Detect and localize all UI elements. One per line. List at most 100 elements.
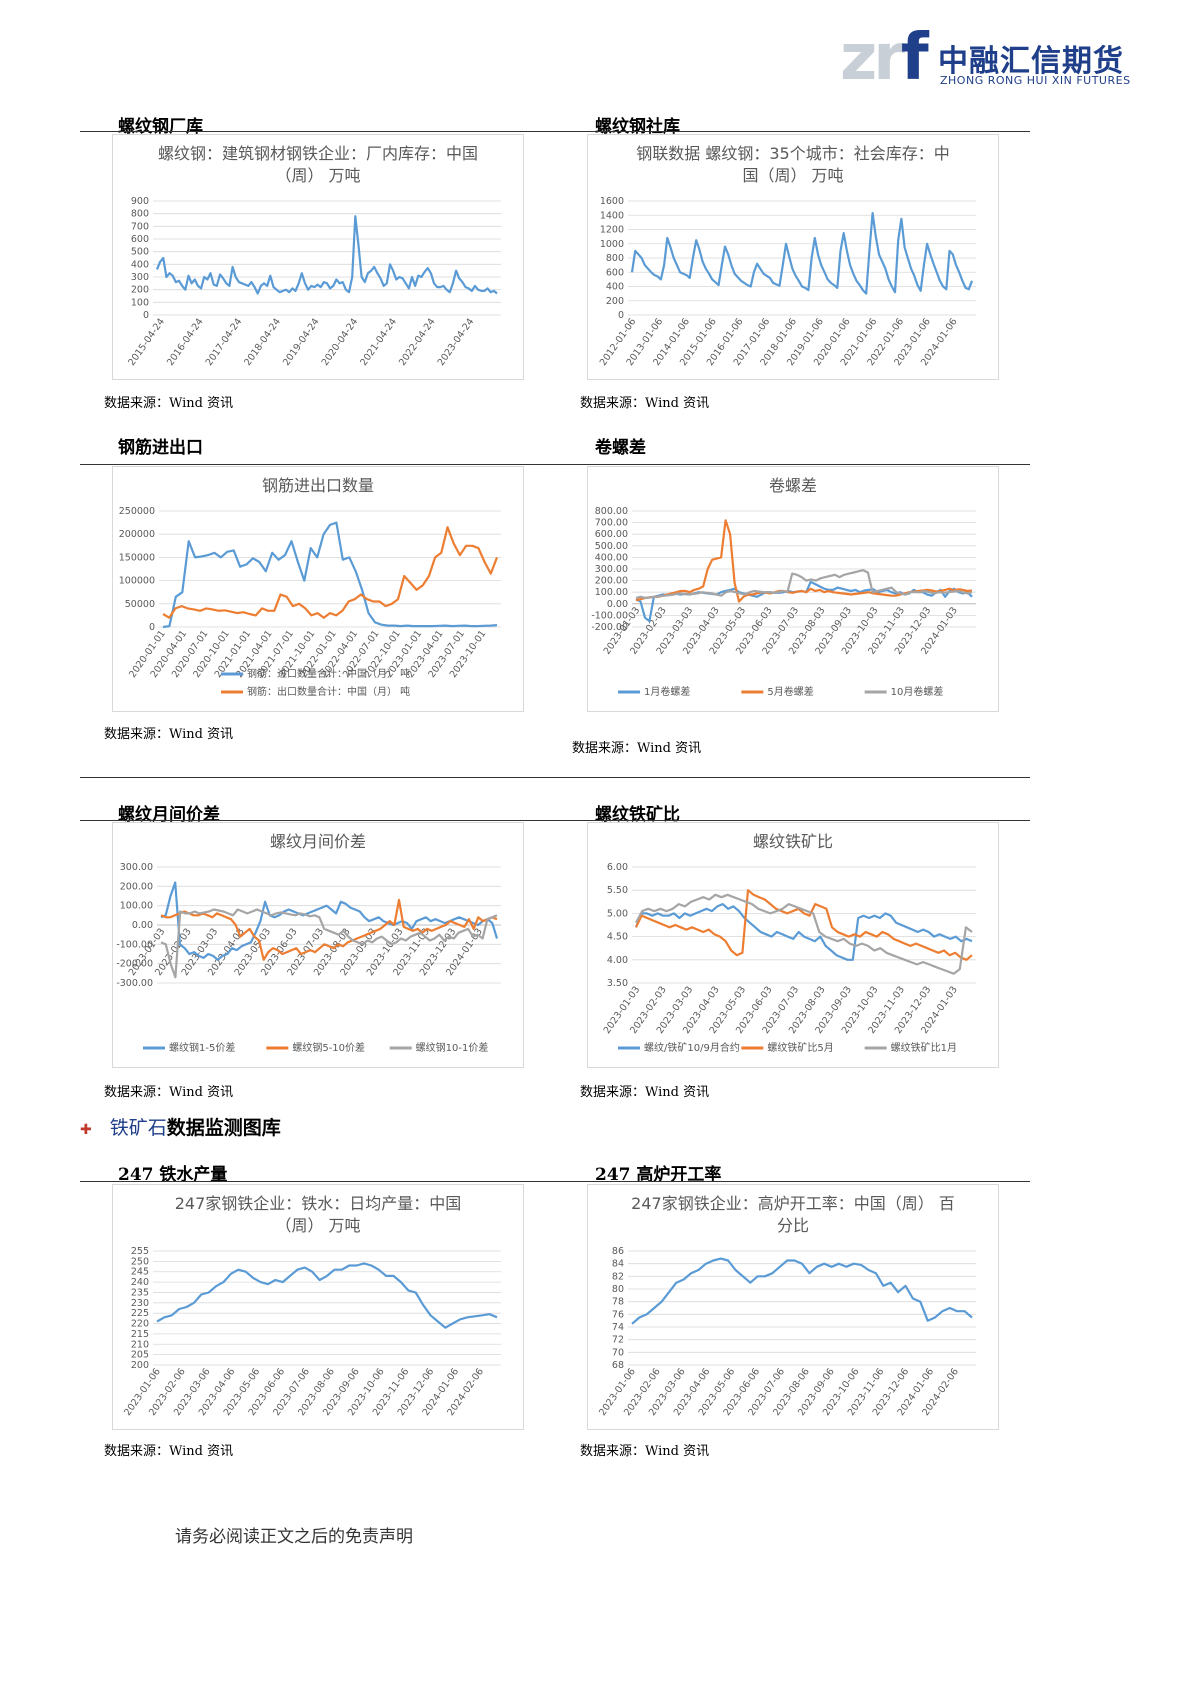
series-line	[635, 569, 973, 600]
y-tick-label: 230	[131, 1298, 149, 1309]
y-tick-label: 300.00	[595, 564, 628, 575]
series-line	[160, 881, 499, 961]
y-tick-label: 86	[612, 1246, 624, 1257]
series-line	[162, 526, 499, 619]
legend-label: 10月卷螺差	[891, 685, 944, 698]
logo-en: ZHONG RONG HUI XIN FUTURES	[940, 74, 1131, 87]
chart-title: 分比	[777, 1216, 809, 1235]
source-note: 数据来源：Wind 资讯	[104, 396, 234, 411]
y-tick-label: 4.50	[607, 932, 628, 943]
section-title-coil-rebar-spread: 卷螺差	[595, 438, 646, 458]
divider	[80, 131, 1030, 132]
chart-coil-rebar-spread: 卷螺差 -200.00 -100.00 0.00 100.00 200.00 300.00 4…	[587, 466, 999, 712]
y-tick-label: 800.00	[595, 506, 628, 517]
chart-title: （周） 万吨	[275, 166, 360, 185]
y-tick-label: 245	[131, 1267, 149, 1278]
y-tick-label: 235	[131, 1287, 149, 1298]
y-tick-label: 215	[131, 1329, 149, 1340]
y-tick-label: 78	[612, 1297, 624, 1308]
section-title-rebar-social-stock: 螺纹钢社库	[595, 117, 680, 137]
y-tick-label: 84	[612, 1259, 624, 1270]
section-title-blast-furnace-rate: 247 高炉开工率	[595, 1165, 722, 1185]
chart-rebar-ore-ratio: 螺纹铁矿比 3.50 4.00 4.50 5.00 5.50 6.00 2023-01-03 2…	[587, 822, 999, 1068]
y-tick-label: 200	[131, 1360, 149, 1371]
y-tick-label: 300	[131, 272, 149, 283]
y-tick-label: 200.00	[595, 576, 628, 587]
series-line	[635, 519, 973, 603]
y-tick-label: 200.00	[120, 881, 153, 892]
y-tick-label: 500.00	[595, 541, 628, 552]
chart-hot-metal-output: 247家钢铁企业：铁水：日均产量：中国 （周） 万吨 200 205 210 215 220…	[112, 1184, 524, 1430]
y-tick-label: 255	[131, 1246, 149, 1257]
y-tick-label: 800	[131, 209, 149, 220]
series-line	[630, 211, 974, 295]
y-tick-label: 240	[131, 1277, 149, 1288]
y-tick-label: 900	[131, 196, 149, 207]
heading-part2: 数据监测图库	[166, 1117, 281, 1139]
y-tick-label: 68	[612, 1360, 624, 1371]
y-tick-label: 100.00	[595, 587, 628, 598]
y-tick-label: -300.00	[116, 978, 153, 989]
x-tick-label: 2021-04-24	[358, 316, 399, 368]
logo-mark: zrf	[840, 21, 929, 95]
source-note: 数据来源：Wind 资讯	[104, 1444, 234, 1459]
y-tick-label: 3.50	[607, 978, 628, 989]
y-tick-label: -100.00	[591, 610, 628, 621]
section-title-rebar-trade: 钢筋进出口	[118, 438, 203, 458]
y-tick-label: 72	[612, 1335, 624, 1346]
legend-label: 螺纹钢10-1价差	[416, 1041, 489, 1054]
x-tick-label: 2018-04-24	[242, 316, 283, 368]
section-title-rebar-factory-stock: 螺纹钢厂库	[118, 117, 203, 137]
legend-label: 螺纹/铁矿10/9月合约	[644, 1041, 740, 1054]
x-tick-label: 2023-04-24	[436, 316, 477, 368]
y-tick-label: 0.00	[132, 920, 153, 931]
y-tick-label: 4.00	[607, 955, 628, 966]
y-tick-label: 700	[131, 221, 149, 232]
x-tick-label: 2015-04-24	[126, 316, 167, 368]
chart-rebar-trade: 钢筋进出口数量 0 50000 100000 150000 200000 250000 202…	[112, 466, 524, 712]
legend-label: 1月卷螺差	[644, 685, 690, 698]
chart-title: 螺纹月间价差	[270, 832, 366, 851]
y-tick-label: 150000	[119, 552, 155, 563]
series-line	[635, 889, 973, 961]
y-tick-label: 0.00	[607, 599, 628, 610]
bullet-icon: ✚	[80, 1122, 92, 1138]
y-tick-label: 250	[131, 1256, 149, 1267]
y-tick-label: 76	[612, 1309, 624, 1320]
x-tick-label: 2022-04-24	[397, 316, 438, 368]
series-line	[155, 215, 498, 295]
y-tick-label: -200.00	[116, 959, 153, 970]
chart-title: 钢筋进出口数量	[262, 476, 374, 495]
series-line	[160, 908, 498, 979]
legend-label: 螺纹钢1-5价差	[169, 1041, 235, 1054]
chart-svg: 卷螺差 -200.00-100.000.00100.00200.00300.004…	[591, 476, 976, 698]
disclaimer-footer: 请务必阅读正文之后的免责声明	[175, 1527, 413, 1547]
y-tick-label: 6.00	[607, 862, 628, 873]
legend-label: 螺纹铁矿比5月	[767, 1041, 833, 1054]
divider	[80, 820, 1030, 821]
chart-title: 卷螺差	[769, 476, 817, 495]
y-tick-label: 74	[612, 1322, 624, 1333]
source-note: 数据来源：Wind 资讯	[580, 396, 710, 411]
source-note: 数据来源：Wind 资讯	[572, 741, 702, 756]
y-tick-label: 1400	[600, 210, 624, 221]
divider	[80, 464, 1030, 465]
y-tick-label: 600.00	[595, 529, 628, 540]
y-tick-label: 800	[606, 253, 624, 264]
chart-rebar-social-stock: 钢联数据 螺纹钢：35个城市：社会库存：中 国（周） 万吨 0 200 400 600 80…	[587, 134, 999, 380]
y-tick-label: 400	[606, 282, 624, 293]
chart-title: 247家钢铁企业：铁水：日均产量：中国	[175, 1194, 462, 1213]
y-tick-label: 600	[606, 267, 624, 278]
series-line	[631, 1257, 973, 1325]
chart-title: （周） 万吨	[275, 1216, 360, 1235]
source-note: 数据来源：Wind 资讯	[104, 727, 234, 742]
divider	[80, 777, 1030, 778]
series-line	[160, 898, 498, 961]
series-line	[162, 521, 498, 629]
y-tick-label: 205	[131, 1350, 149, 1361]
chart-svg: 247家钢铁企业：铁水：日均产量：中国 （周） 万吨 200205210215220…	[122, 1194, 501, 1418]
chart-title: 螺纹铁矿比	[753, 832, 833, 851]
y-tick-label: 70	[612, 1347, 624, 1358]
series-line	[156, 1262, 498, 1329]
